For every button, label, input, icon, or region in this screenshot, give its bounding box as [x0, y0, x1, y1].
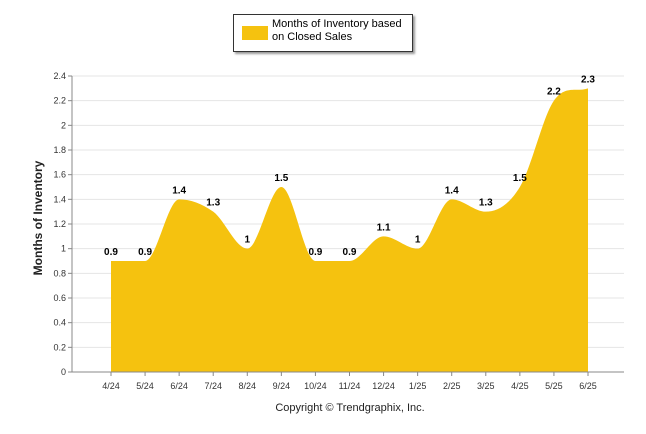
- x-tick-label: 7/24: [204, 381, 222, 391]
- x-tick-label: 1/25: [409, 381, 427, 391]
- legend-label-line2: on Closed Sales: [272, 31, 353, 43]
- legend-label-line1: Months of Inventory based: [272, 18, 402, 30]
- data-label: 1.4: [172, 185, 186, 196]
- data-label: 0.9: [343, 247, 357, 258]
- area-series-fill: [111, 88, 588, 372]
- y-tick-label: 1.8: [53, 145, 66, 155]
- copyright-text: Copyright © Trendgraphix, Inc.: [275, 402, 425, 414]
- x-tick-label: 11/24: [339, 381, 361, 391]
- data-label: 1: [245, 235, 251, 246]
- x-tick-label: 4/24: [102, 381, 120, 391]
- y-tick-label: 0: [61, 367, 66, 377]
- x-tick-label: 8/24: [239, 381, 257, 391]
- data-label: 1.3: [479, 198, 493, 209]
- x-tick-label: 10/24: [304, 381, 327, 391]
- data-label: 2.2: [547, 87, 561, 98]
- y-tick-label: 0.8: [53, 268, 66, 278]
- x-tick-label: 6/24: [170, 381, 188, 391]
- x-tick-label: 4/25: [511, 381, 529, 391]
- y-tick-labels: 0 0.2 0.4 0.6 0.8 1 1.2 1.4 1.6 1.8 2 2.2 2.4: [53, 71, 66, 377]
- legend-label: Months of Inventory based on Closed Sale…: [272, 18, 410, 44]
- y-tick-label: 2.4: [53, 71, 66, 81]
- data-label: 1.3: [206, 198, 220, 209]
- x-tick-label: 2/25: [443, 381, 461, 391]
- y-tick-label: 2.2: [53, 96, 66, 106]
- x-tick-label: 5/25: [545, 381, 563, 391]
- data-label: 0.9: [138, 247, 152, 258]
- y-tick-label: 0.6: [53, 293, 66, 303]
- legend-swatch: [242, 26, 268, 40]
- data-label: 1.5: [274, 173, 288, 184]
- data-label: 1: [415, 235, 421, 246]
- x-tick-label: 12/24: [372, 381, 395, 391]
- data-label: 1.4: [445, 185, 459, 196]
- data-label: 1.5: [513, 173, 527, 184]
- axes: [68, 75, 624, 376]
- y-tick-label: 2: [61, 120, 66, 130]
- y-axis-label: Months of Inventory: [31, 160, 45, 275]
- data-label: 0.9: [104, 247, 118, 258]
- x-tick-label: 6/25: [579, 381, 597, 391]
- y-tick-label: 1.4: [53, 194, 66, 204]
- y-tick-label: 0.4: [53, 318, 66, 328]
- data-label: 0.9: [308, 247, 322, 258]
- x-tick-label: 9/24: [273, 381, 291, 391]
- y-tick-label: 1: [61, 244, 66, 254]
- y-tick-label: 0.2: [53, 342, 66, 352]
- data-label: 2.3: [581, 74, 595, 85]
- x-tick-label: 5/24: [136, 381, 154, 391]
- y-tick-label: 1.6: [53, 170, 66, 180]
- x-tick-labels: 4/24 5/24 6/24 7/24 8/24 9/24 10/24 11/24 12/24 1…: [102, 381, 597, 391]
- y-tick-label: 1.2: [53, 219, 66, 229]
- data-label: 1.1: [377, 222, 391, 233]
- x-tick-label: 3/25: [477, 381, 495, 391]
- data-labels: 0.9 0.9 1.4 1.3 1 1.5 0.9 0.9 1.1 1 1.4 1.3 1.5 2.2 2.…: [104, 74, 595, 258]
- legend: Months of Inventory based on Closed Sale…: [233, 14, 413, 52]
